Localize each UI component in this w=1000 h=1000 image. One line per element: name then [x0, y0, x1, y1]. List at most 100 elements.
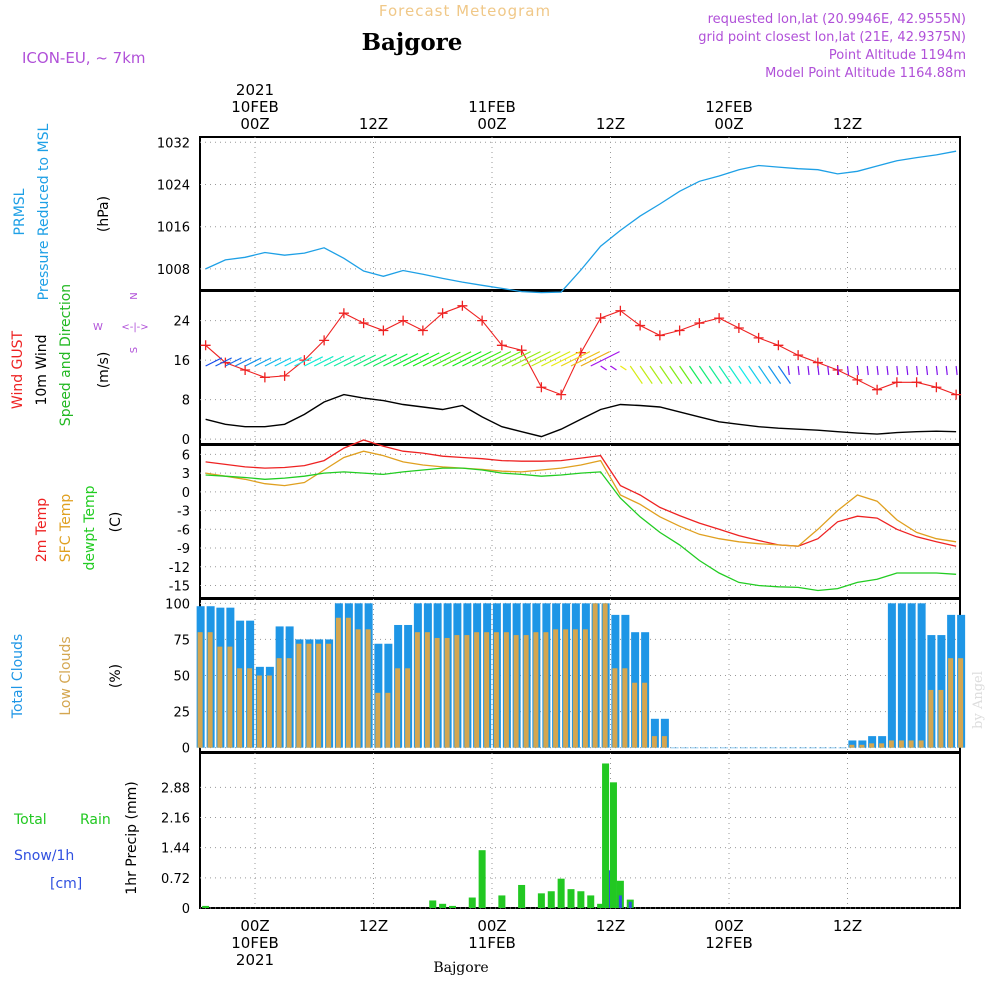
dewpt-label: dewpt Temp: [82, 485, 98, 570]
temp-unit: (C): [108, 512, 124, 533]
wind-direction-arrow: [471, 351, 502, 367]
gust-marker: [714, 313, 725, 324]
wind-direction-arrow: [728, 365, 742, 384]
y-tick-label: 16: [173, 354, 190, 369]
total-cloud-bar: [749, 747, 758, 749]
total-cloud-bar: [779, 747, 788, 749]
gust-marker: [793, 350, 804, 361]
wind-direction-arrow: [560, 351, 591, 367]
low-cloud-bar: [543, 632, 549, 748]
wind-direction-arrow: [639, 365, 653, 384]
gust-marker: [398, 315, 409, 326]
low-cloud-bar: [444, 637, 450, 748]
wind-direction-arrow: [679, 365, 693, 384]
wind-direction-arrow: [610, 365, 617, 371]
bottom-time-label: 00Z: [240, 917, 269, 935]
gust-marker: [753, 332, 764, 343]
rain-bar: [557, 878, 565, 908]
gust-marker: [812, 357, 823, 368]
low-cloud-bar: [661, 736, 667, 748]
wind-direction-arrow: [244, 357, 262, 367]
total-cloud-bar: [789, 747, 798, 749]
y-tick-label: 24: [173, 315, 190, 330]
wind-direction-arrow: [718, 365, 732, 384]
gust-marker: [654, 330, 665, 341]
wind-direction-arrow: [363, 354, 387, 367]
rain-bar: [547, 891, 555, 908]
gust-marker: [556, 389, 567, 400]
gust-marker: [259, 372, 270, 383]
wind-direction-arrow: [402, 352, 429, 367]
low-cloud-bar: [582, 629, 588, 748]
top-time-label: 12Z: [359, 115, 388, 133]
gust-marker: [536, 382, 547, 393]
wind-direction-arrow: [491, 351, 522, 367]
low-clouds-label: Low Clouds: [58, 636, 74, 715]
low-cloud-bar: [592, 603, 598, 748]
low-cloud-bar: [879, 743, 885, 748]
wind-direction-arrow: [353, 354, 376, 367]
y-tick-label: 1032: [157, 136, 190, 151]
rain-bar: [587, 895, 595, 908]
gust-marker: [338, 308, 349, 319]
wind-direction-arrow: [373, 353, 398, 367]
y-tick-label: 1016: [157, 221, 190, 236]
wind-direction-arrow: [659, 365, 673, 384]
wind-direction-arrow: [264, 357, 282, 367]
wind-direction-arrow: [797, 365, 800, 376]
compass-rose: N W <-|-> S: [93, 292, 149, 353]
y-tick-label: 50: [173, 670, 190, 685]
low-cloud-bar: [572, 629, 578, 748]
wind-direction-arrow: [600, 365, 607, 371]
low-cloud-bar: [345, 617, 351, 748]
low-cloud-bar: [335, 617, 341, 748]
low-cloud-bar: [484, 632, 490, 748]
y-tick-label: 2.88: [161, 781, 190, 796]
model-label: ICON-EU, ~ 7km: [22, 49, 146, 67]
total-cloud-bar: [818, 747, 827, 749]
low-cloud-bar: [493, 632, 499, 748]
wind-direction-arrow: [807, 365, 810, 376]
wind-speed-line: [205, 393, 957, 438]
bottom-time-label: 12FEB: [705, 934, 752, 952]
wind-direction-arrow: [215, 357, 232, 367]
sfc-label: SFC Temp: [58, 494, 74, 563]
low-cloud-bar: [266, 675, 272, 748]
y-tick-label: 0: [182, 433, 190, 448]
wind-direction-arrow: [768, 365, 782, 384]
gust-marker: [951, 389, 962, 400]
wind-direction-arrow: [392, 353, 419, 367]
wind-direction-arrow: [580, 351, 610, 367]
top-time-label: 12Z: [596, 115, 625, 133]
bottom-time-label: 11FEB: [468, 934, 515, 952]
low-cloud-bar: [197, 632, 203, 748]
rain-bar: [518, 884, 526, 908]
svg-text:<-|->: <-|->: [121, 322, 148, 333]
low-cloud-bar: [326, 643, 332, 748]
low-cloud-bar: [365, 629, 371, 748]
bottom-time-label: 12Z: [359, 917, 388, 935]
footer-location: Bajgore: [433, 960, 488, 976]
wind-direction-arrow: [590, 351, 620, 367]
rain-bar: [609, 782, 617, 908]
wind-dir-label: Speed and Direction: [58, 284, 74, 426]
wind-direction-arrow: [550, 351, 581, 367]
low-cloud-bar: [207, 632, 213, 748]
low-cloud-bar: [908, 740, 914, 748]
total-rain-label-a: Total: [13, 812, 47, 828]
y-tick-label: -3: [177, 505, 190, 520]
bottom-time-label: 12Z: [833, 917, 862, 935]
low-cloud-bar: [306, 643, 312, 748]
wind-10m-label: 10m Wind: [34, 334, 50, 405]
y-tick-label: 100: [165, 597, 190, 612]
svg-text:S: S: [129, 347, 140, 353]
prmsl-label: PRMSL: [12, 188, 28, 235]
wind-direction-arrow: [412, 352, 440, 367]
gust-marker: [200, 340, 211, 351]
wind-direction-arrow: [837, 365, 840, 376]
wind-direction-arrow: [323, 355, 345, 367]
wind-direction-arrow: [817, 365, 820, 376]
grid-point-coords: grid point closest lon,lat (21E, 42.9375…: [698, 30, 966, 45]
y-tick-label: 0: [182, 902, 190, 917]
gust-marker: [911, 377, 922, 388]
